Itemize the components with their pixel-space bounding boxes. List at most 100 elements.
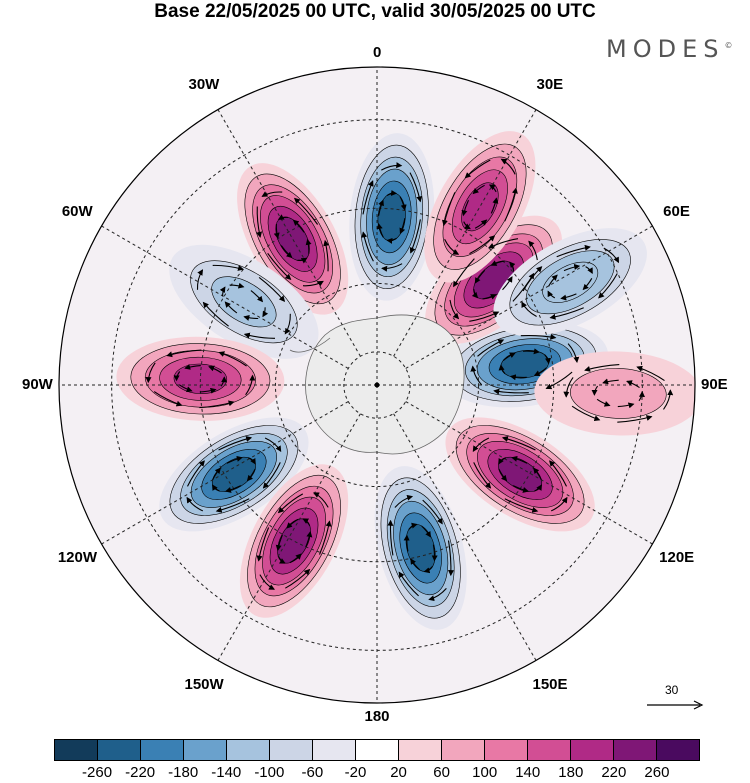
anomaly-contour (211, 276, 277, 328)
wind-arrow (464, 159, 491, 179)
wind-arrow (211, 484, 220, 492)
wind-arrow (224, 301, 238, 314)
wind-arrow (258, 276, 286, 302)
reference-vector-arrow (647, 700, 704, 710)
wind-arrow (215, 498, 250, 513)
wind-arrow (376, 223, 384, 238)
wind-arrow (212, 467, 221, 481)
wind-arrow (603, 247, 619, 264)
wind-arrow (545, 371, 573, 390)
wind-arrow (256, 206, 263, 238)
colorbar-swatch (399, 740, 442, 760)
wind-arrow (277, 556, 286, 564)
colorbar-tick-label: 220 (601, 764, 627, 781)
wind-arrow (208, 365, 222, 374)
wind-arrow (504, 187, 518, 222)
wind-arrow (267, 252, 292, 280)
wind-arrow (617, 415, 653, 423)
colorbar-swatch (55, 740, 98, 760)
longitude-label: 150W (184, 675, 224, 693)
wind-arrow (247, 457, 256, 465)
wind-arrow (598, 273, 618, 299)
wind-arrow (166, 349, 202, 358)
colorbar-swatch (442, 740, 485, 760)
wind-arrow (549, 307, 584, 320)
wind-arrow (226, 455, 243, 464)
wind-arrow (487, 238, 519, 249)
wind-arrow (556, 244, 591, 258)
wind-arrow (498, 364, 506, 375)
wind-arrow (488, 184, 497, 193)
wind-arrow (533, 467, 542, 481)
wind-arrow (398, 571, 419, 597)
longitude-label: 0 (373, 44, 382, 61)
colorbar (54, 739, 700, 761)
wind-arrow (386, 237, 397, 244)
wind-arrow (403, 534, 410, 552)
colorbar-tick-label: 20 (390, 764, 407, 781)
wind-arrow (512, 272, 535, 302)
wind-arrow (381, 162, 403, 171)
colorbar-tick-label: -180 (168, 764, 199, 781)
wind-arrow (512, 485, 529, 493)
anomaly-center-positive-1 (237, 163, 349, 315)
wind-arrow (408, 522, 418, 530)
colorbar-swatch (184, 740, 227, 760)
colorbar-tick-label: -220 (125, 764, 156, 781)
wind-arrow (502, 276, 513, 291)
colorbar-ticks: -260 -220 -180 -140 -100 -60 -20 20 60 100 140 180 2… (0, 764, 750, 782)
wind-arrow (145, 362, 156, 384)
colorbar-tick-label: -140 (211, 764, 242, 781)
wind-arrow (196, 269, 204, 290)
wind-arrow (549, 460, 567, 487)
colorbar-swatch (270, 740, 313, 760)
colorbar-swatch (485, 740, 528, 760)
wind-arrow (261, 191, 283, 197)
wind-arrow (636, 365, 665, 382)
wind-arrow (461, 199, 469, 217)
colorbar-tick-label: -60 (301, 764, 324, 781)
anomaly-center-positive-5 (239, 464, 349, 618)
wind-arrow (571, 405, 601, 422)
wind-arrow (521, 301, 537, 317)
wind-arrow (431, 544, 438, 562)
colorbar-swatch (141, 740, 184, 760)
longitude-label: 150E (532, 675, 568, 693)
wind-arrow (318, 520, 332, 555)
colorbar-tick-label: 60 (433, 764, 450, 781)
wind-arrow (533, 367, 547, 376)
wind-arrow (522, 348, 540, 355)
wind-arrow (280, 245, 293, 259)
anomaly-center-positive-3 (116, 336, 285, 421)
wind-arrow (528, 240, 538, 261)
colorbar-tick-label: -260 (82, 764, 113, 781)
wind-arrow (509, 261, 516, 271)
wind-arrow (447, 540, 455, 577)
wind-arrow (498, 457, 507, 465)
wind-arrow (292, 219, 305, 233)
reference-vector-value: 30 (665, 683, 679, 697)
wind-arrow (264, 437, 282, 453)
wind-arrow (482, 294, 497, 300)
wind-arrow (381, 263, 403, 272)
colorbar-swatch (657, 740, 699, 760)
colorbar-tick-label: 180 (558, 764, 584, 781)
wind-arrow (378, 199, 384, 216)
wind-arrow (409, 219, 421, 254)
colorbar-swatch (356, 740, 399, 760)
colorbar-tick-label: -20 (344, 764, 367, 781)
wind-arrow (548, 274, 558, 287)
wind-arrow (490, 260, 505, 266)
wind-arrow (585, 266, 593, 274)
wind-arrow (550, 496, 568, 512)
wind-arrow (449, 299, 460, 320)
colorbar-tick-label: 100 (472, 764, 498, 781)
wind-arrow (302, 280, 324, 287)
wind-arrow (313, 492, 329, 508)
wind-arrow (490, 197, 499, 214)
wind-arrow (245, 374, 256, 396)
anomaly-center-negative-4 (159, 417, 309, 532)
wind-arrow (275, 534, 283, 552)
wind-arrow (199, 400, 235, 409)
wind-arrow (472, 184, 485, 195)
